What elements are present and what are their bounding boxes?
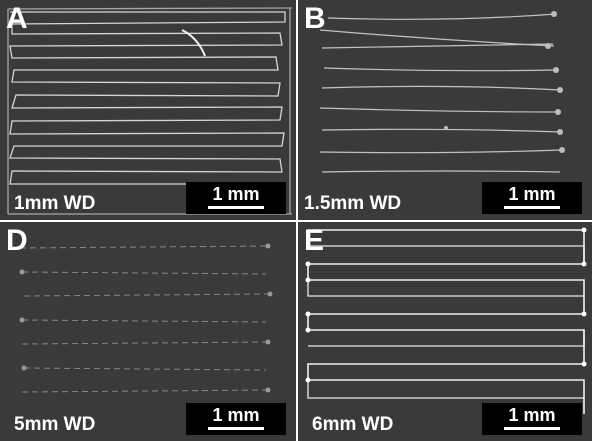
scale-bar: 1 mm bbox=[482, 182, 582, 214]
scale-bar-label: 1 mm bbox=[212, 405, 260, 425]
working-distance-label: 6mm WD bbox=[312, 414, 394, 435]
working-distance-label: 1.5mm WD bbox=[304, 193, 402, 214]
panel-letter: A bbox=[6, 2, 28, 35]
panel-e-image bbox=[305, 227, 587, 414]
scale-bar-line bbox=[208, 427, 264, 430]
scale-bar-line bbox=[504, 427, 560, 430]
panel-d: D 5mm WD 1 mm bbox=[0, 222, 296, 441]
panel-b-image bbox=[319, 11, 565, 173]
scale-bar-label: 1 mm bbox=[508, 184, 556, 204]
panel-b: B 1.5mm WD 1 mm bbox=[298, 0, 592, 220]
panel-letter: B bbox=[304, 2, 326, 35]
scale-bar-label: 1 mm bbox=[212, 184, 260, 204]
scale-bar-line bbox=[208, 206, 264, 209]
panel-a: A 1mm WD 1 mm bbox=[0, 0, 296, 220]
panel-letter: D bbox=[6, 224, 28, 257]
scale-bar: 1 mm bbox=[186, 403, 286, 435]
panel-e: E 6mm WD 1 mm bbox=[298, 222, 592, 441]
panel-a-image bbox=[7, 7, 293, 215]
scale-bar: 1 mm bbox=[482, 403, 582, 435]
scale-bar: 1 mm bbox=[186, 182, 286, 214]
scale-bar-line bbox=[504, 206, 560, 209]
working-distance-label: 5mm WD bbox=[14, 414, 96, 435]
panel-d-image bbox=[19, 243, 273, 393]
panel-letter: E bbox=[304, 224, 325, 257]
scale-bar-label: 1 mm bbox=[508, 405, 556, 425]
working-distance-label: 1mm WD bbox=[14, 193, 96, 214]
